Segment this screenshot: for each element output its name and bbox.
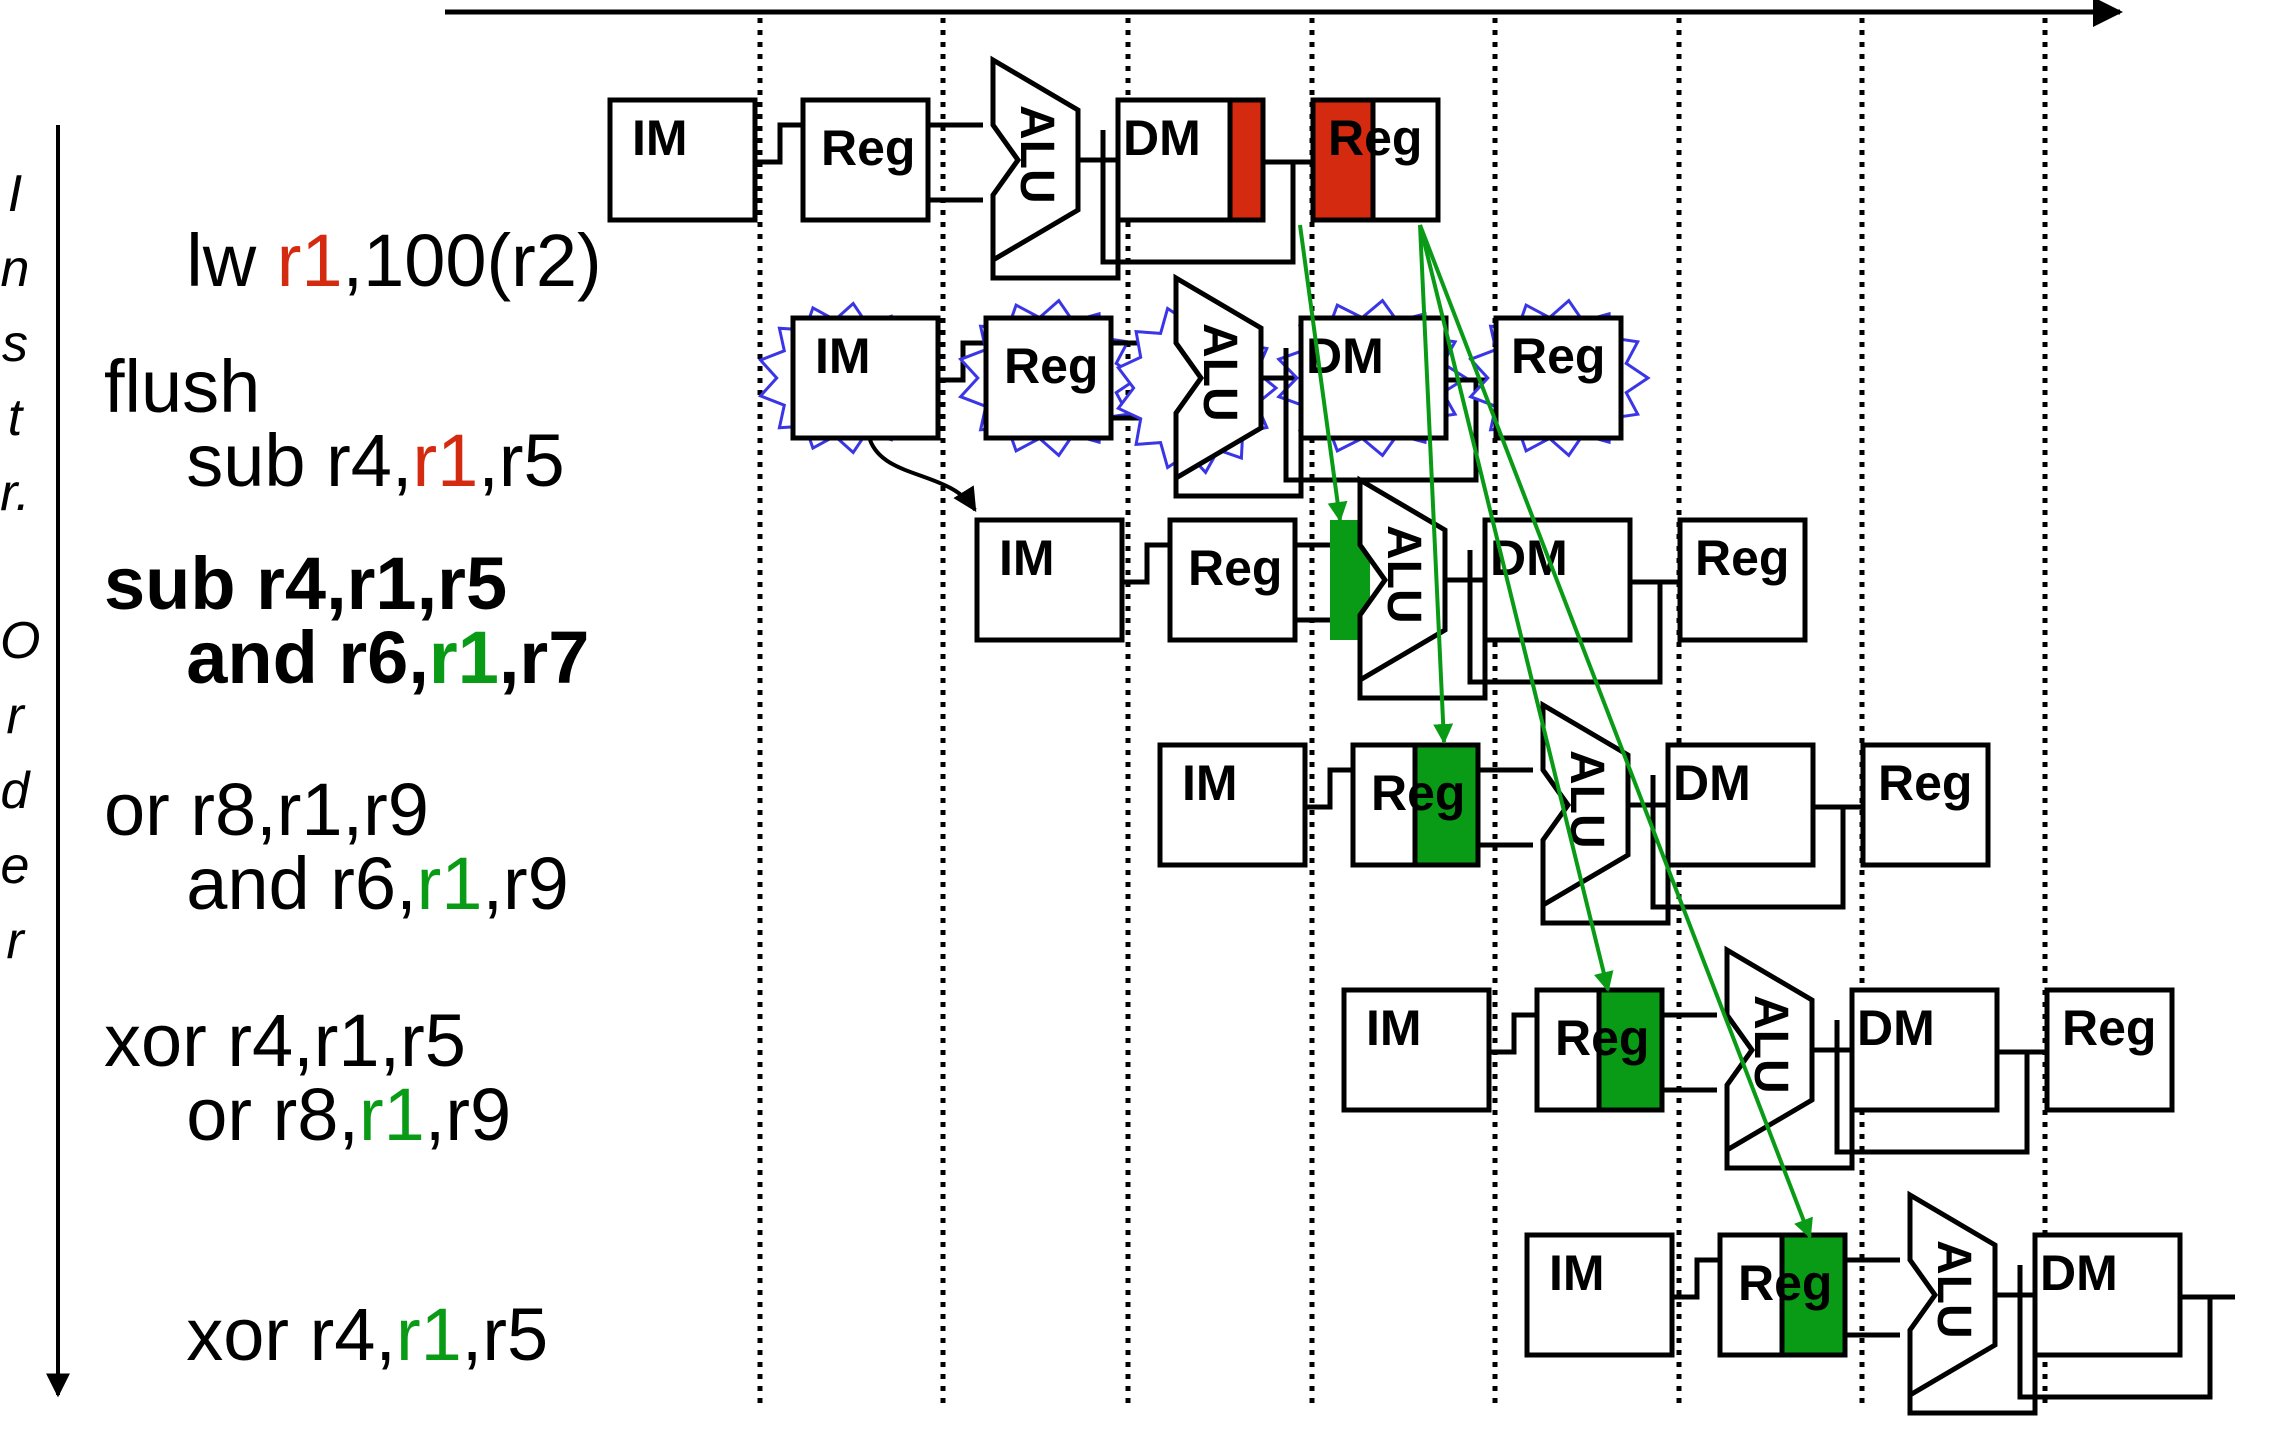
dm-label: DM xyxy=(2040,1245,2118,1301)
instruction-lw: lw r1,100(r2) xyxy=(104,150,602,372)
reg-write-stage xyxy=(1493,315,1624,441)
dm-label: DM xyxy=(1123,110,1201,166)
instr-op: lw xyxy=(186,219,277,302)
reg-forward-highlight xyxy=(1779,1232,1848,1358)
instr-args: ,r9 xyxy=(424,1073,512,1156)
reg-wb-label: Reg xyxy=(1511,328,1605,384)
pipeline-row: IM Reg ALU DM Reg xyxy=(974,475,1808,701)
dm-stage xyxy=(1665,742,1816,868)
pipeline-row: IM Reg ALU DM xyxy=(1524,1190,2235,1416)
pipeline-row: IM Reg ALU DM Reg xyxy=(757,273,1651,499)
instr-reg: r1 xyxy=(276,219,343,302)
im-label: IM xyxy=(1366,1000,1422,1056)
axis-letter: s xyxy=(2,315,28,373)
alu-label: ALU xyxy=(1377,525,1430,624)
dm-stage xyxy=(1849,987,2000,1113)
im-stage xyxy=(1341,987,1492,1113)
im-stage xyxy=(607,97,758,223)
instr-reg: r1 xyxy=(428,616,499,699)
forwarding-arrows xyxy=(1298,224,1813,1239)
axis-letter: r. xyxy=(0,464,30,522)
dm-stage xyxy=(2032,1232,2183,1358)
alu-label: ALU xyxy=(1927,1240,1980,1339)
instruction-xor: xor r4,r1,r5 xyxy=(104,1224,548,1446)
flush-redirect-arrow xyxy=(868,439,977,513)
reg-read-stage xyxy=(1167,517,1298,643)
instr-args: ,r5 xyxy=(461,1293,549,1376)
axis-letter: n xyxy=(0,240,30,298)
reg-label: Reg xyxy=(1738,1255,1832,1311)
reg-label: Reg xyxy=(1188,540,1282,596)
instr-reg: r1 xyxy=(416,842,483,925)
axis-letter: I xyxy=(7,165,23,223)
im-label: IM xyxy=(815,328,871,384)
instr-reg: r1 xyxy=(412,419,479,502)
instr-op: xor r4, xyxy=(186,1293,396,1376)
dm-label: DM xyxy=(1857,1000,1935,1056)
reg-forward-highlight xyxy=(1412,742,1481,868)
reg-write-stage xyxy=(1860,742,1991,868)
im-stage xyxy=(1157,742,1308,868)
axis-letter: r xyxy=(6,912,24,970)
instr-reg: r1 xyxy=(395,1293,462,1376)
alu-label: ALU xyxy=(1744,995,1797,1094)
reg-forward-highlight xyxy=(1596,987,1665,1113)
reg-wb-label: Reg xyxy=(2062,1000,2156,1056)
instruction-sub: sub r4,r1,r5 xyxy=(104,350,565,572)
axis-letter: r xyxy=(6,687,24,745)
instr-reg: r1 xyxy=(358,1073,425,1156)
instruction-xor-overlay: xor r4,r1,r5 xyxy=(104,999,466,1082)
pipeline-row: IM Reg ALU DM Reg xyxy=(607,55,1441,281)
instr-args: ,100(r2) xyxy=(342,219,602,302)
instruction-sub-overlay: sub r4,r1,r5 xyxy=(104,542,508,625)
axis-letter: d xyxy=(0,762,30,820)
reg-label: Reg xyxy=(821,120,915,176)
reg-write-highlight xyxy=(1310,97,1376,223)
im-label: IM xyxy=(1549,1245,1605,1301)
instr-args: ,r7 xyxy=(498,616,590,699)
instruction-or-r8: or r8,r1,r9 xyxy=(104,1004,511,1226)
alu-label: ALU xyxy=(1010,105,1063,204)
reg-wb-label: Reg xyxy=(1695,530,1789,586)
im-label: IM xyxy=(999,530,1055,586)
instruction-flush-overlay: flush xyxy=(104,345,261,428)
instruction-and-r6-r7: and r6,r1,r7 xyxy=(104,547,589,769)
alu-label: ALU xyxy=(1193,323,1246,422)
instr-op: sub r4, xyxy=(186,419,413,502)
dm-result-highlight xyxy=(1227,97,1266,223)
instruction-and-r6-r9: and r6,r1,r9 xyxy=(104,773,569,995)
axis-letter: e xyxy=(0,837,30,895)
dm-label: DM xyxy=(1673,755,1751,811)
instr-op: and r6, xyxy=(186,842,417,925)
im-label: IM xyxy=(1182,755,1238,811)
reg-label: Reg xyxy=(1004,338,1098,394)
reg-label: Reg xyxy=(1555,1010,1649,1066)
axis-letter: t xyxy=(7,389,23,447)
pipeline-row: IM Reg ALU DM Reg xyxy=(1157,700,1991,926)
instr-args: ,r5 xyxy=(478,419,565,502)
reg-write-stage xyxy=(1677,517,1808,643)
instr-args: ,r9 xyxy=(482,842,569,925)
instr-op: or r8, xyxy=(186,1073,359,1156)
reg-read-stage xyxy=(800,97,931,223)
reg-wb-label: Reg xyxy=(1878,755,1972,811)
instruction-or-overlay: or r8,r1,r9 xyxy=(104,768,429,851)
clock-boundaries xyxy=(757,18,2048,1408)
im-label: IM xyxy=(632,110,688,166)
reg-read-stage xyxy=(983,315,1114,441)
reg-wb-label: Reg xyxy=(1328,110,1422,166)
pipeline-row: IM Reg ALU DM Reg xyxy=(1341,945,2175,1171)
im-stage xyxy=(790,315,941,441)
reg-label: Reg xyxy=(1371,765,1465,821)
reg-write-stage xyxy=(2044,987,2175,1113)
instr-op: and r6, xyxy=(186,616,429,699)
im-stage xyxy=(974,517,1125,643)
